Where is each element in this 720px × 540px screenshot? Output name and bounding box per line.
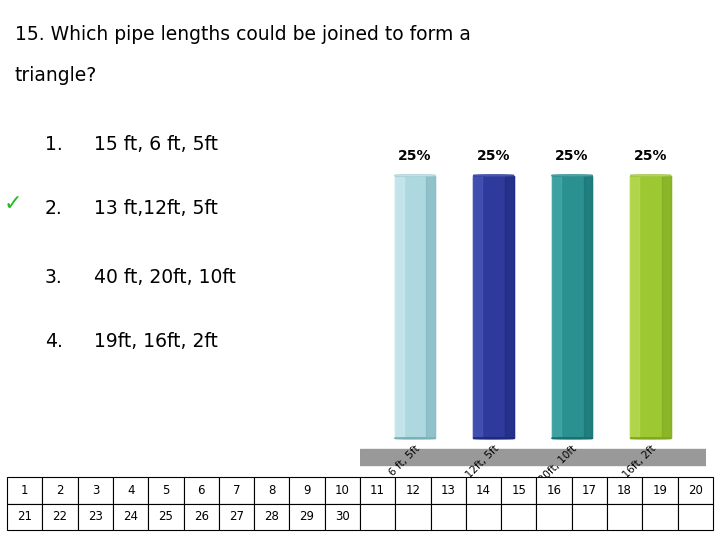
Ellipse shape <box>395 175 436 176</box>
Text: 25%: 25% <box>634 149 667 163</box>
Bar <box>473 176 482 438</box>
Bar <box>505 176 514 438</box>
Text: 13 ft,12ft, 5ft: 13 ft,12ft, 5ft <box>444 443 500 500</box>
Bar <box>552 176 593 438</box>
Bar <box>630 176 671 438</box>
Bar <box>630 176 639 438</box>
Text: 15 ft, 6 ft, 5ft: 15 ft, 6 ft, 5ft <box>366 443 422 500</box>
Ellipse shape <box>552 438 593 439</box>
Ellipse shape <box>630 438 671 439</box>
Ellipse shape <box>395 438 436 439</box>
Text: 19ft, 16ft, 2ft: 19ft, 16ft, 2ft <box>601 443 657 500</box>
Ellipse shape <box>473 438 514 439</box>
Ellipse shape <box>473 175 514 176</box>
Bar <box>395 176 403 438</box>
Text: 40 ft, 20ft, 10ft: 40 ft, 20ft, 10ft <box>94 268 235 287</box>
Bar <box>395 176 436 438</box>
Text: 25%: 25% <box>555 149 589 163</box>
Text: 4.: 4. <box>45 332 63 351</box>
Bar <box>662 176 671 438</box>
Text: 2.: 2. <box>45 199 63 218</box>
Bar <box>426 176 436 438</box>
Text: 15. Which pipe lengths could be joined to form a: 15. Which pipe lengths could be joined t… <box>15 24 471 44</box>
Bar <box>583 176 593 438</box>
Text: triangle?: triangle? <box>15 66 97 85</box>
Bar <box>552 176 561 438</box>
Ellipse shape <box>473 175 514 176</box>
Ellipse shape <box>395 175 436 176</box>
Text: 19ft, 16ft, 2ft: 19ft, 16ft, 2ft <box>94 332 217 351</box>
Text: 1.: 1. <box>45 134 63 154</box>
Ellipse shape <box>630 175 671 176</box>
Bar <box>473 176 514 438</box>
Ellipse shape <box>552 175 593 176</box>
Text: 3.: 3. <box>45 268 63 287</box>
Ellipse shape <box>552 175 593 176</box>
Bar <box>360 449 706 464</box>
Text: ✓: ✓ <box>4 194 22 214</box>
Text: 13 ft,12ft, 5ft: 13 ft,12ft, 5ft <box>94 199 217 218</box>
Ellipse shape <box>630 175 671 176</box>
Text: 15 ft, 6 ft, 5ft: 15 ft, 6 ft, 5ft <box>94 134 217 154</box>
Text: 25%: 25% <box>398 149 432 163</box>
Text: 25%: 25% <box>477 149 510 163</box>
Text: 40 ft, 20ft, 10ft: 40 ft, 20ft, 10ft <box>516 443 579 507</box>
